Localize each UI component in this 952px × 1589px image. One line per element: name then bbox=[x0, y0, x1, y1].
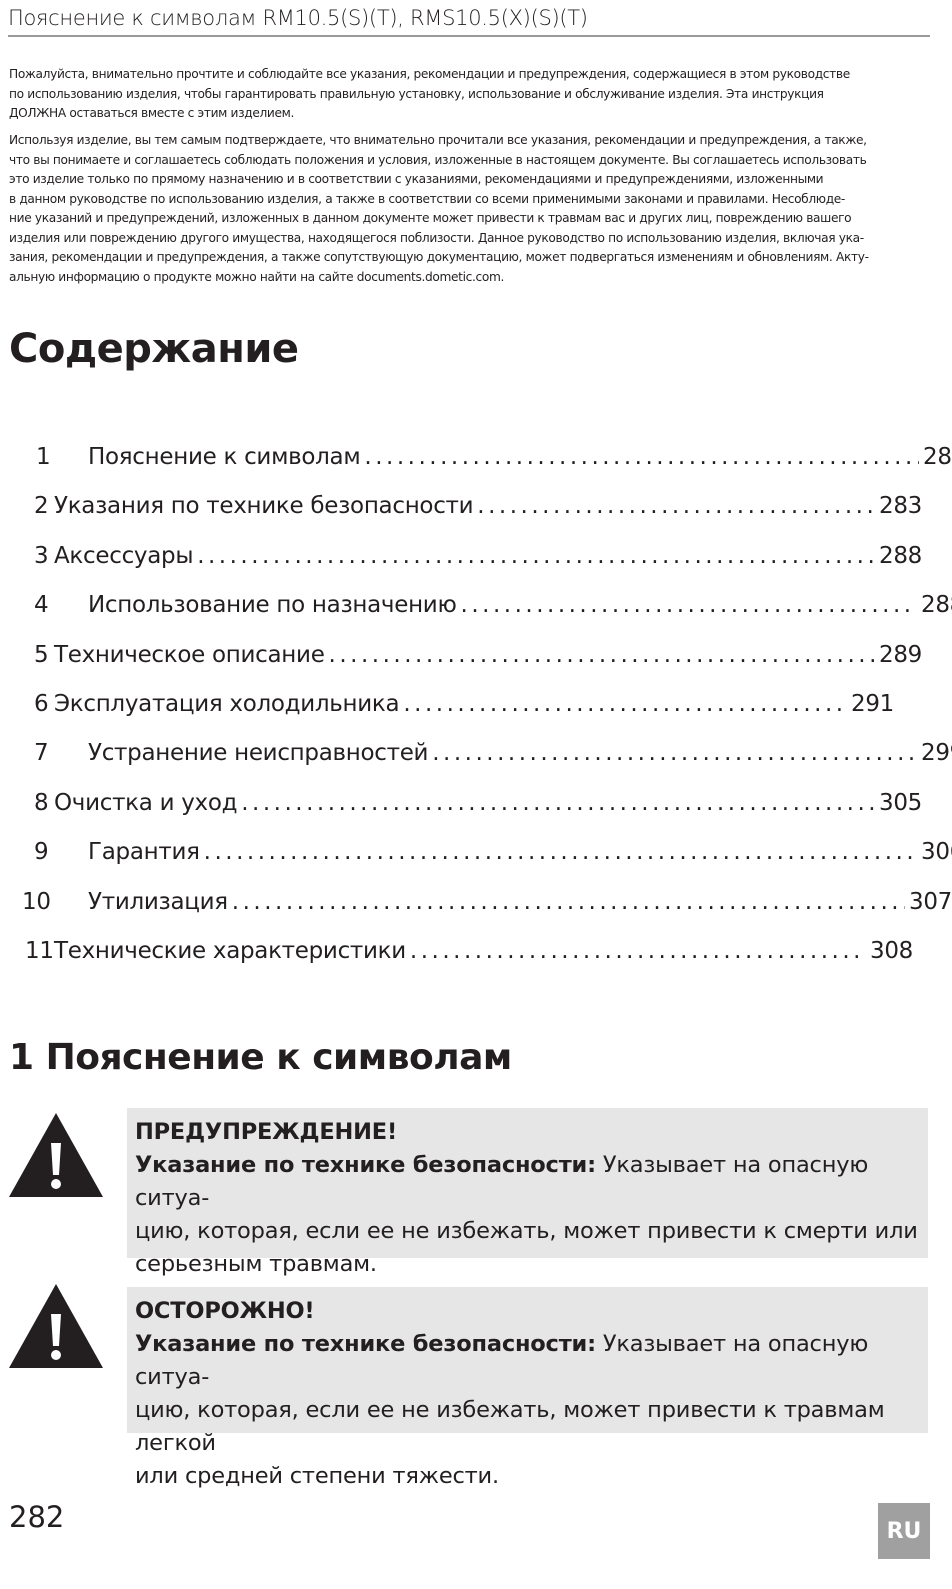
toc-item[interactable]: 2 Указания по технике безопасности.......… bbox=[0, 493, 922, 533]
toc-item[interactable]: 4 Использование по назначению............… bbox=[0, 592, 952, 632]
toc-leader-dots: ........................................… bbox=[460, 592, 917, 619]
toc-item-title: Пояснение к символам bbox=[88, 444, 361, 470]
toc-item-title: Использование по назначению bbox=[88, 592, 457, 619]
notice-text: серьезным травмам. bbox=[135, 1251, 377, 1277]
text-line: ние указаний и предупреждений, изложенны… bbox=[9, 211, 852, 225]
section-heading: 1 Пояснение к символам bbox=[9, 1037, 512, 1078]
text-line: Используя изделие, вы тем самым подтверж… bbox=[9, 133, 867, 147]
text-line: альную информацию о продукте можно найти… bbox=[9, 269, 505, 284]
notice-caution: ОСТОРОЖНО! Указание по технике безопасно… bbox=[127, 1287, 928, 1489]
toc-item-page: 299 bbox=[921, 740, 952, 767]
toc-item-number: 11 bbox=[25, 938, 54, 964]
toc-leader-dots: ........................................… bbox=[432, 740, 917, 767]
text-line: Пожалуйста, внимательно прочтите и соблю… bbox=[9, 67, 850, 81]
toc-leader-dots: ........................................… bbox=[241, 789, 875, 816]
toc-item[interactable]: 5 Техническое описание...................… bbox=[0, 642, 922, 682]
toc-item-number: 5 bbox=[34, 641, 49, 668]
notice-text: Указывает на опасную ситуа- bbox=[135, 1331, 869, 1390]
toc-item-title: Устранение неисправностей bbox=[88, 740, 429, 767]
toc-item-number: 2 bbox=[34, 493, 49, 520]
text-line: в данном руководстве по использованию из… bbox=[9, 191, 845, 206]
toc-leader-dots: ........................................… bbox=[477, 493, 875, 520]
toc-item-title: Техническое описание bbox=[54, 641, 325, 668]
toc-item[interactable]: 9 Гарантия...............................… bbox=[0, 839, 952, 879]
toc-item[interactable]: 11 Технические характеристики............… bbox=[0, 938, 913, 978]
notice-text: цию, которая, если ее не избежать, может… bbox=[135, 1218, 918, 1244]
toc-leader-dots: ........................................… bbox=[197, 542, 875, 569]
toc-item-page: 291 bbox=[851, 691, 894, 717]
text-line: зания, рекомендации и предупреждения, а … bbox=[9, 250, 869, 264]
toc-item-page: 288 bbox=[921, 592, 952, 619]
toc-item-title: Указания по технике безопасности bbox=[54, 493, 474, 520]
toc-item-number: 7 bbox=[34, 740, 49, 767]
text-line: что вы понимаете и соглашаетесь соблюдат… bbox=[9, 152, 867, 167]
page-header-title: Пояснение к символам RM10.5(S)(T), RMS10… bbox=[8, 6, 930, 37]
notice-level: ПРЕДУПРЕЖДЕНИЕ! bbox=[135, 1119, 398, 1145]
notice-level: ОСТОРОЖНО! bbox=[135, 1298, 315, 1324]
notice-label: Указание по технике безопасности: bbox=[135, 1152, 596, 1178]
toc-item-page: 282 bbox=[923, 444, 952, 470]
notice-text: или средней степени тяжести. bbox=[135, 1463, 499, 1489]
toc-item-title: Утилизация bbox=[88, 888, 228, 915]
toc-item[interactable]: 1 Пояснение к символам...................… bbox=[0, 444, 952, 484]
intro-paragraph-1: Пожалуйста, внимательно прочтите и соблю… bbox=[9, 65, 944, 124]
toc-item-title: Аксессуары bbox=[54, 542, 194, 569]
toc-item-page: 308 bbox=[870, 938, 913, 964]
toc-item-title: Гарантия bbox=[88, 839, 200, 866]
toc-item[interactable]: 6 Эксплуатация холодильника..............… bbox=[0, 691, 894, 731]
intro-paragraph-2: Используя изделие, вы тем самым подтверж… bbox=[9, 131, 944, 287]
toc-leader-dots: ........................................… bbox=[203, 839, 917, 866]
text-line: ДОЛЖНА оставаться вместе с этим изделием… bbox=[9, 106, 294, 120]
toc-item-number: 4 bbox=[34, 592, 49, 619]
toc-item-page: 283 bbox=[879, 493, 922, 520]
warning-triangle-icon bbox=[9, 1113, 103, 1197]
toc-item-number: 10 bbox=[22, 888, 51, 915]
notice-label: Указание по технике безопасности: bbox=[135, 1331, 596, 1357]
toc-item-number: 6 bbox=[34, 691, 49, 717]
toc-item[interactable]: 10 Утилизация............................… bbox=[0, 889, 952, 929]
toc-leader-dots: ........................................… bbox=[403, 691, 847, 717]
text-line: по использованию изделия, чтобы гарантир… bbox=[9, 86, 824, 101]
toc-leader-dots: ........................................… bbox=[409, 938, 866, 964]
toc-item-page: 307 bbox=[909, 888, 952, 915]
toc-item-number: 3 bbox=[34, 542, 49, 569]
toc-item[interactable]: 3 Аксессуары.............................… bbox=[0, 543, 922, 583]
toc-item[interactable]: 8 Очистка и уход.........................… bbox=[0, 790, 922, 830]
notice-warning: ПРЕДУПРЕЖДЕНИЕ! Указание по технике безо… bbox=[127, 1108, 928, 1277]
caution-triangle-icon bbox=[9, 1284, 103, 1368]
toc-item-number: 9 bbox=[34, 839, 49, 866]
page-number: 282 bbox=[9, 1500, 65, 1534]
toc-item-title: Очистка и уход bbox=[54, 789, 238, 816]
toc-item-page: 288 bbox=[879, 542, 922, 569]
toc-item-number: 1 bbox=[36, 444, 51, 470]
toc-item-page: 289 bbox=[879, 641, 922, 668]
notice-text: Указывает на опасную ситуа- bbox=[135, 1152, 869, 1211]
notice-text: цию, которая, если ее не избежать, может… bbox=[135, 1397, 885, 1456]
toc-leader-dots: ........................................… bbox=[231, 888, 905, 915]
toc-leader-dots: ........................................… bbox=[364, 444, 919, 470]
toc-item-title: Эксплуатация холодильника bbox=[54, 691, 400, 717]
language-badge: RU bbox=[878, 1503, 930, 1559]
toc-heading: Содержание bbox=[9, 326, 299, 372]
text-line: изделия или повреждению другого имуществ… bbox=[9, 230, 864, 245]
toc-item[interactable]: 7 Устранение неисправностей..............… bbox=[0, 740, 952, 780]
toc-item-page: 305 bbox=[879, 789, 922, 816]
toc-item-number: 8 bbox=[34, 789, 49, 816]
toc-item-title: Технические характеристики bbox=[54, 938, 406, 964]
toc-leader-dots: ........................................… bbox=[328, 641, 875, 668]
text-line: это изделие только по прямому назначению… bbox=[9, 172, 824, 186]
toc-item-page: 306 bbox=[921, 839, 952, 866]
